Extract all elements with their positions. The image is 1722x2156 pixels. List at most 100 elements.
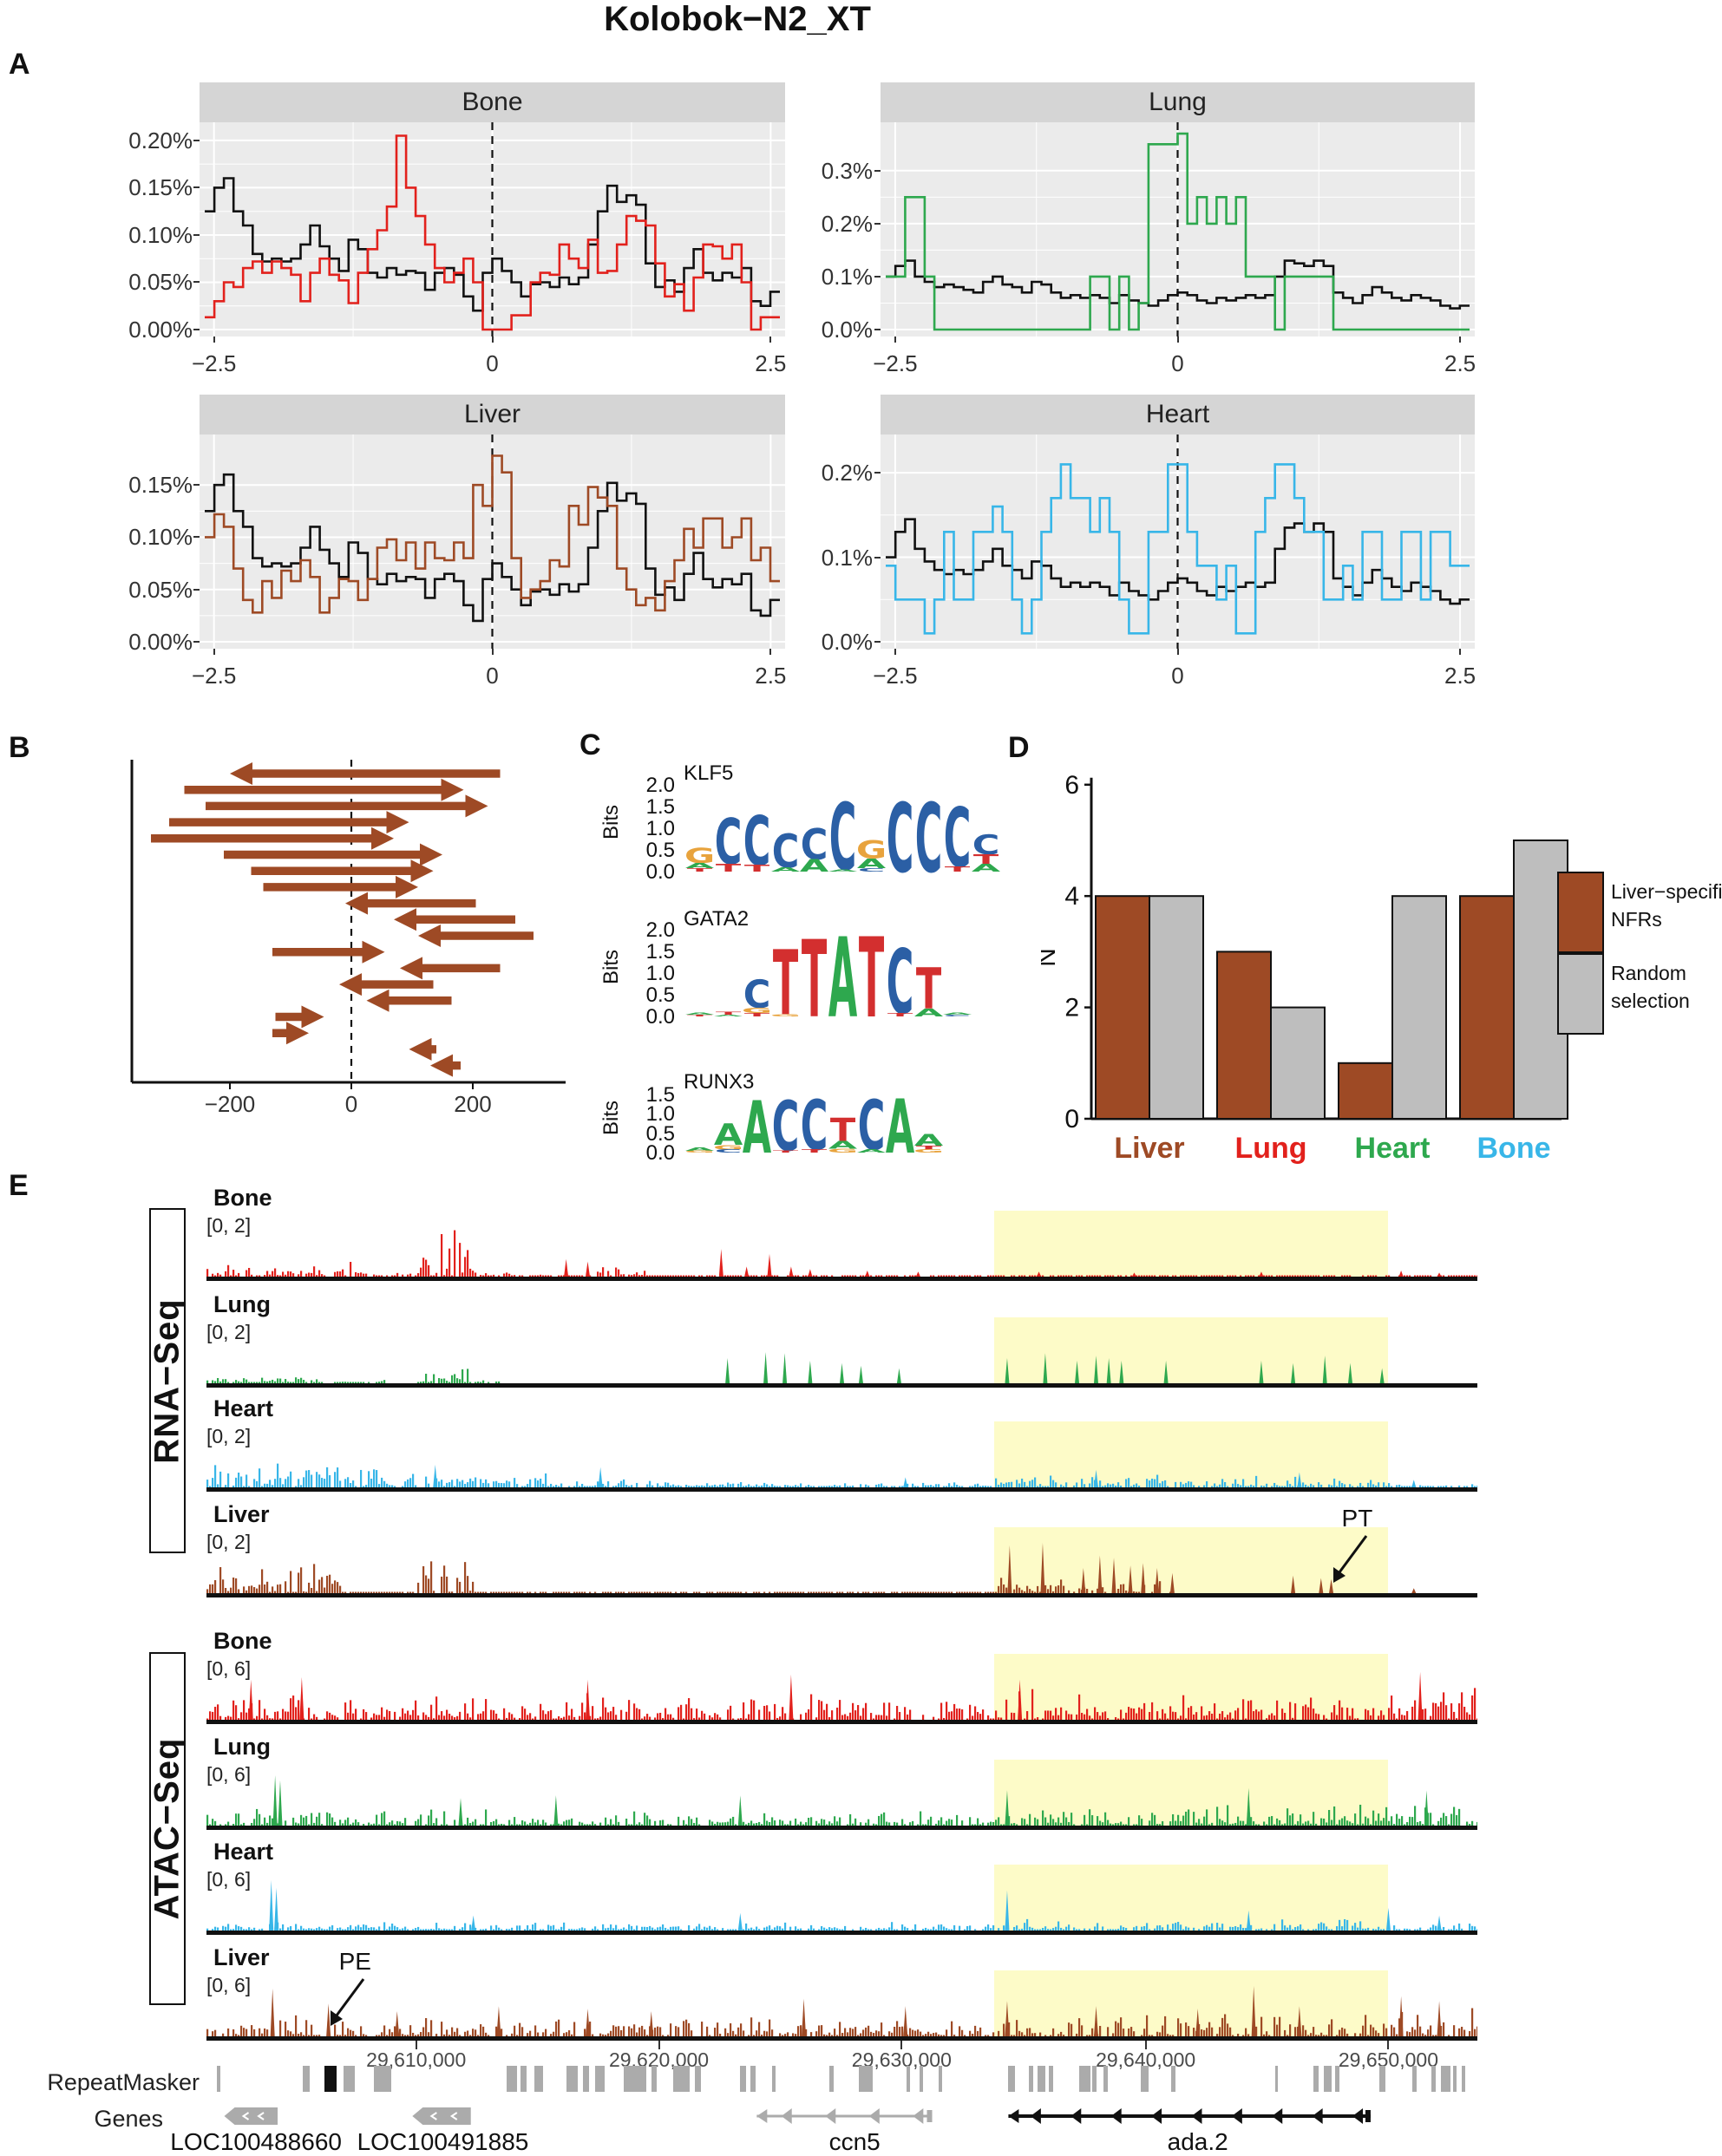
svg-text:T: T <box>773 1150 799 1153</box>
arrow-plot: −200 0 200 <box>130 760 566 1117</box>
highlight-atac-heart <box>994 1865 1389 1931</box>
legend-swatch-nfr <box>1557 872 1604 953</box>
repeat-block <box>1008 2066 1016 2092</box>
ytick-bone: 0.20% <box>128 127 193 154</box>
repeat-block <box>1170 2066 1175 2092</box>
facet-series-liver-0 <box>205 473 780 623</box>
repeat-block <box>623 2066 646 2092</box>
repeat-block <box>1313 2066 1319 2092</box>
ytickmark <box>193 281 200 284</box>
svg-text:A: A <box>828 930 857 1020</box>
repeat-block <box>694 2066 701 2092</box>
track-label-atac-lung: Lung <box>213 1734 271 1760</box>
atac-seq-label: ATAC−Seq <box>147 1737 187 1920</box>
svg-text:T: T <box>887 1012 913 1017</box>
repeat-block <box>938 2066 942 2092</box>
repeat-block <box>1431 2066 1437 2092</box>
repeat-block <box>1412 2066 1418 2092</box>
repeat-block <box>740 2066 747 2092</box>
ytick-bone: 0.15% <box>128 174 193 201</box>
track-signal-rna-bone <box>206 1230 1477 1277</box>
highlight-atac-lung <box>994 1760 1389 1826</box>
xtick-heart: −2.5 <box>873 663 918 689</box>
ytick-lung: 0.0% <box>821 317 873 343</box>
logo-name-gata2: GATA2 <box>684 907 750 931</box>
svg-text:A: A <box>685 862 714 871</box>
xtickmark <box>213 336 215 343</box>
ytickmark <box>193 233 200 236</box>
repeat-block <box>1334 2066 1339 2092</box>
panel-c-label: C <box>579 728 601 761</box>
track-baseline-atac-lung <box>206 1826 1477 1830</box>
svg-text:G: G <box>770 1014 801 1017</box>
repeat-block <box>520 2066 527 2092</box>
ytickmark <box>874 556 881 559</box>
repeat-block <box>1323 2066 1332 2092</box>
ytickmark <box>193 329 200 330</box>
bar-chart: 0 2 4 6 N Liver Lung Heart Bone <box>1041 771 1568 1165</box>
svg-text:T: T <box>802 930 827 1020</box>
svg-text:T: T <box>744 864 770 874</box>
gene-LOC100491885 <box>412 2107 471 2125</box>
repeat-block <box>344 2066 356 2092</box>
xtick-liver: 0 <box>486 663 499 689</box>
repeat-block <box>216 2066 220 2092</box>
svg-text:A: A <box>857 856 886 872</box>
logo-ytick: 1.0 <box>645 817 675 840</box>
track-signal-atac-bone <box>206 1671 1477 1720</box>
ytick-heart: 0.0% <box>821 629 873 655</box>
svg-text:T: T <box>687 1015 713 1017</box>
svg-text:T: T <box>859 930 885 1020</box>
repeatmasker-label: RepeatMasker <box>47 2069 200 2095</box>
repeat-block <box>506 2066 517 2092</box>
svg-text:T: T <box>716 1011 742 1016</box>
svg-text:−200: −200 <box>205 1091 256 1117</box>
highlight-rna-liver <box>994 1527 1389 1593</box>
svg-text:T: T <box>802 1149 828 1154</box>
repeat-block <box>595 2066 606 2092</box>
track-label-atac-liver: Liver <box>213 1944 270 1970</box>
annotation-pe: PE <box>338 1948 371 1975</box>
facet-title-lung: Lung <box>881 82 1475 122</box>
coord-label: 29,610,000 <box>366 2048 467 2071</box>
svg-text:A: A <box>886 1094 915 1156</box>
svg-text:G: G <box>684 845 715 869</box>
ytick-lung: 0.1% <box>821 263 873 290</box>
bar-lung-1 <box>1270 1006 1326 1120</box>
svg-text:A: A <box>771 866 801 873</box>
svg-text:6: 6 <box>1064 771 1079 800</box>
repeat-block <box>1440 2066 1450 2092</box>
ytickmark <box>874 472 881 474</box>
ytickmark <box>193 536 200 539</box>
track-signal-rna-heart <box>206 1463 1477 1487</box>
gene-name-LOC100488660: LOC100488660 <box>170 2128 342 2155</box>
facet-series-lung-1 <box>886 132 1470 331</box>
logo-ytick: 1.5 <box>645 1083 675 1107</box>
bar-cat-lung: Lung <box>1234 1132 1306 1165</box>
xtick-heart: 2.5 <box>1444 663 1476 689</box>
track-signal-atac-liver <box>206 1986 1477 2036</box>
track-signal-rna-liver <box>206 1543 1417 1593</box>
facet-title-liver: Liver <box>200 395 785 434</box>
svg-text:C: C <box>772 1094 800 1156</box>
coord-tick <box>1144 2041 1147 2049</box>
coord-tick <box>900 2041 903 2049</box>
repeat-block <box>907 2066 911 2092</box>
ytick-bone: 0.10% <box>128 221 193 248</box>
repeat-block <box>1103 2066 1109 2092</box>
svg-text:N: N <box>1041 948 1061 967</box>
ytick-heart: 0.1% <box>821 544 873 571</box>
ytickmark <box>193 139 200 141</box>
repeat-block <box>858 2066 873 2092</box>
ytick-liver: 0.10% <box>128 524 193 551</box>
track-baseline-rna-heart <box>206 1487 1477 1492</box>
svg-text:0: 0 <box>1064 1105 1079 1134</box>
repeat-block <box>750 2066 756 2092</box>
track-baseline-rna-liver <box>206 1593 1477 1597</box>
track-label-atac-heart: Heart <box>213 1839 274 1865</box>
annotation-pt: PT <box>1341 1505 1373 1532</box>
facet-plot-heart <box>881 434 1475 649</box>
xtickmark <box>769 336 772 343</box>
bar-heart-1 <box>1391 895 1447 1120</box>
